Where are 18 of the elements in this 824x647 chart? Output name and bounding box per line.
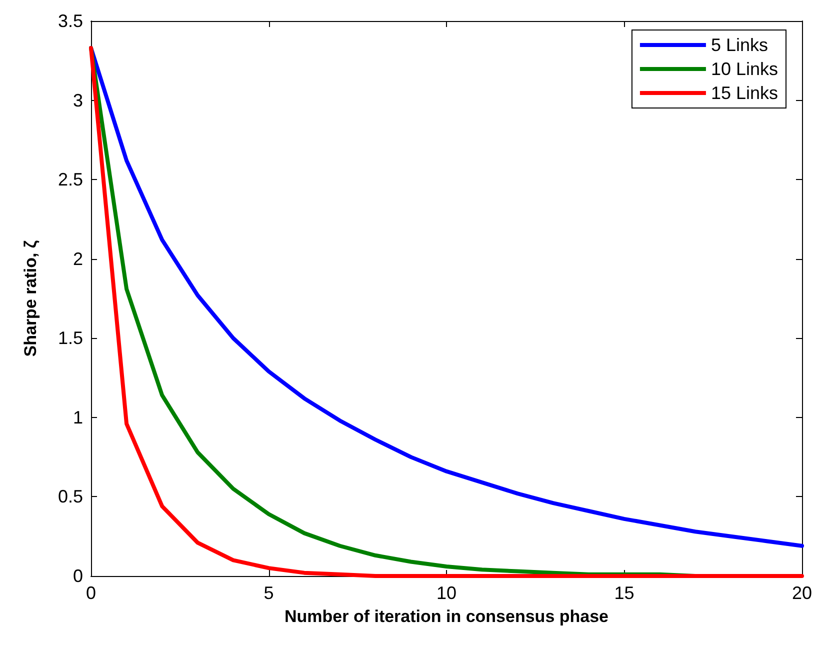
legend-label: 5 Links bbox=[710, 35, 768, 55]
y-tick-label: 2 bbox=[72, 248, 83, 269]
legend-label: 10 Links bbox=[710, 59, 778, 79]
y-tick-label: 0 bbox=[72, 566, 83, 586]
y-tick-label: 2.5 bbox=[58, 170, 83, 190]
x-tick-label: 10 bbox=[436, 583, 457, 603]
y-tick-label: 0.5 bbox=[58, 486, 83, 507]
x-tick-label: 0 bbox=[86, 583, 96, 603]
y-tick-label: 3.5 bbox=[58, 11, 83, 31]
y-tick-label: 3 bbox=[72, 90, 83, 110]
x-tick-label: 5 bbox=[264, 583, 274, 603]
x-tick-label: 20 bbox=[792, 583, 812, 603]
x-axis-title: Number of iteration in consensus phase bbox=[284, 607, 609, 626]
y-tick-label: 1.5 bbox=[58, 328, 83, 348]
x-tick-label: 15 bbox=[614, 583, 634, 603]
y-tick-label: 1 bbox=[72, 407, 83, 428]
legend-label: 15 Links bbox=[710, 83, 778, 103]
y-axis-title: Sharpe ratio, ζ bbox=[21, 240, 40, 357]
